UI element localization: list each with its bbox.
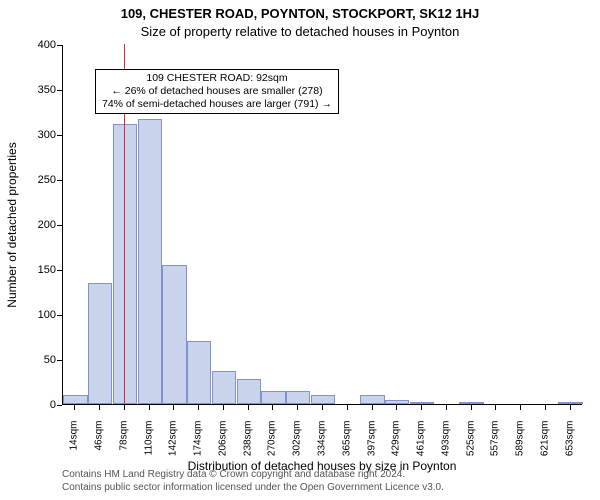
footer-line2: Contains public sector information licen… [62, 481, 582, 494]
x-tick-mark [223, 405, 224, 410]
y-tick-label: 200 [16, 219, 56, 231]
x-tick-mark [99, 405, 100, 410]
y-tick-mark [57, 270, 62, 271]
annotation-line1: 109 CHESTER ROAD: 92sqm [102, 72, 332, 85]
y-tick-label: 300 [16, 129, 56, 141]
y-tick-label: 250 [16, 174, 56, 186]
x-tick-mark [248, 405, 249, 410]
plot-area: 109 CHESTER ROAD: 92sqm ← 26% of detache… [62, 45, 582, 405]
x-tick-mark [372, 405, 373, 410]
annotation-line2: ← 26% of detached houses are smaller (27… [102, 85, 332, 98]
histogram-bar [360, 395, 384, 404]
x-tick-mark [297, 405, 298, 410]
histogram-bar [212, 371, 236, 404]
histogram-bar [138, 119, 162, 404]
x-tick-mark [173, 405, 174, 410]
x-tick-mark [347, 405, 348, 410]
histogram-bar [63, 395, 87, 404]
y-tick-mark [57, 135, 62, 136]
x-tick-mark [495, 405, 496, 410]
histogram-bar [237, 379, 261, 404]
x-tick-mark [322, 405, 323, 410]
y-tick-label: 150 [16, 264, 56, 276]
y-tick-label: 100 [16, 309, 56, 321]
x-tick-mark [396, 405, 397, 410]
histogram-bar [311, 395, 335, 404]
chart-area: Number of detached properties 109 CHESTE… [62, 45, 582, 405]
histogram-bar [261, 391, 285, 405]
y-tick-mark [57, 360, 62, 361]
x-tick-mark [198, 405, 199, 410]
y-tick-mark [57, 90, 62, 91]
y-tick-mark [57, 405, 62, 406]
y-tick-label: 400 [16, 39, 56, 51]
histogram-bar [385, 400, 409, 405]
x-tick-mark [446, 405, 447, 410]
y-tick-mark [57, 315, 62, 316]
x-tick-mark [570, 405, 571, 410]
x-tick-mark [272, 405, 273, 410]
x-tick-mark [545, 405, 546, 410]
chart-subtitle: Size of property relative to detached ho… [0, 22, 600, 39]
histogram-bar [410, 402, 434, 405]
histogram-bar [187, 341, 211, 404]
histogram-bar [162, 265, 186, 405]
x-tick-mark [124, 405, 125, 410]
histogram-bar [88, 283, 112, 405]
annotation-box: 109 CHESTER ROAD: 92sqm ← 26% of detache… [95, 69, 339, 114]
y-tick-label: 0 [16, 399, 56, 411]
x-tick-mark [74, 405, 75, 410]
histogram-bar [459, 402, 483, 405]
y-tick-label: 350 [16, 84, 56, 96]
x-tick-mark [421, 405, 422, 410]
x-tick-mark [471, 405, 472, 410]
chart-title: 109, CHESTER ROAD, POYNTON, STOCKPORT, S… [0, 0, 600, 22]
footer-line1: Contains HM Land Registry data © Crown c… [62, 468, 582, 481]
y-tick-mark [57, 180, 62, 181]
histogram-bar [286, 391, 310, 405]
x-tick-mark [149, 405, 150, 410]
annotation-line3: 74% of semi-detached houses are larger (… [102, 98, 332, 111]
histogram-bar [558, 402, 582, 405]
x-tick-mark [520, 405, 521, 410]
y-tick-mark [57, 45, 62, 46]
y-tick-mark [57, 225, 62, 226]
y-tick-label: 50 [16, 354, 56, 366]
